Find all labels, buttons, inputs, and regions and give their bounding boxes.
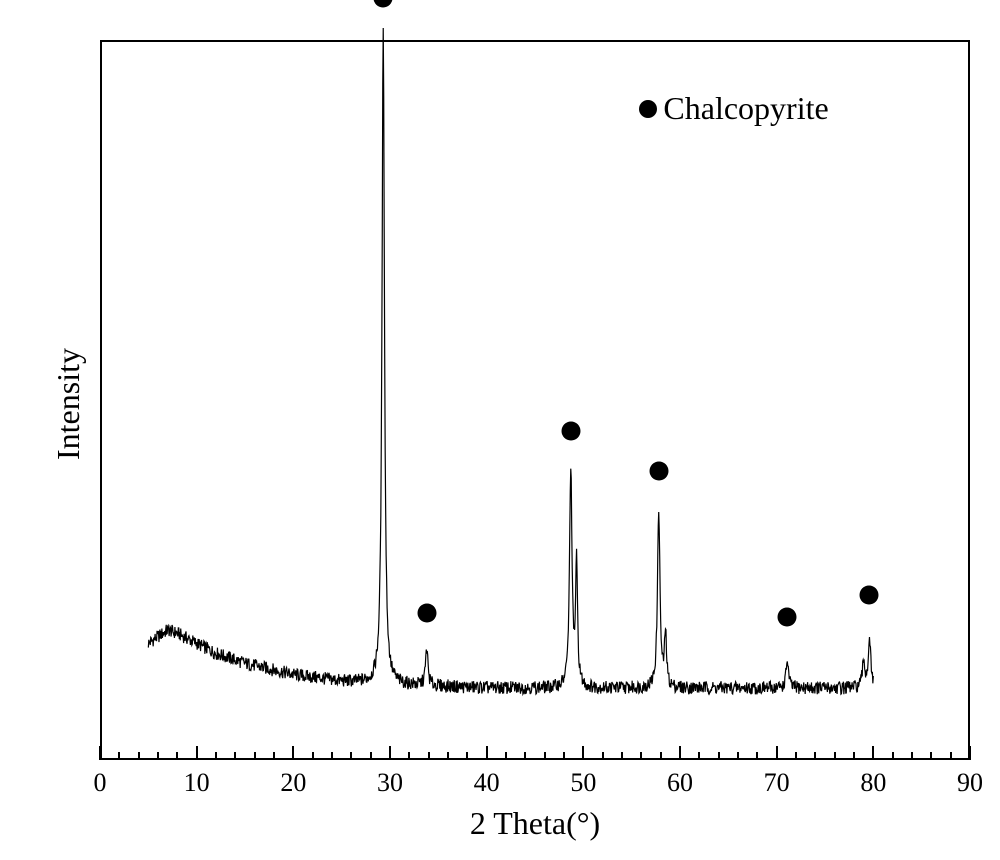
x-minor-tick	[640, 752, 642, 760]
peak-marker-circle-icon	[860, 585, 879, 604]
x-minor-tick	[408, 752, 410, 760]
y-axis-label: Intensity	[50, 348, 87, 460]
x-minor-tick	[853, 752, 855, 760]
x-minor-tick	[370, 752, 372, 760]
x-minor-tick	[892, 752, 894, 760]
x-minor-tick	[176, 752, 178, 760]
x-minor-tick	[756, 752, 758, 760]
x-minor-tick	[718, 752, 720, 760]
x-minor-tick	[447, 752, 449, 760]
x-minor-tick	[254, 752, 256, 760]
x-major-tick	[389, 746, 391, 760]
x-major-tick	[196, 746, 198, 760]
x-tick-label: 20	[280, 768, 306, 798]
x-major-tick	[776, 746, 778, 760]
x-major-tick	[582, 746, 584, 760]
x-minor-tick	[814, 752, 816, 760]
x-minor-tick	[930, 752, 932, 760]
x-minor-tick	[602, 752, 604, 760]
x-minor-tick	[331, 752, 333, 760]
x-minor-tick	[524, 752, 526, 760]
x-major-tick	[486, 746, 488, 760]
x-minor-tick	[428, 752, 430, 760]
x-minor-tick	[698, 752, 700, 760]
xrd-curve	[0, 0, 1000, 860]
x-minor-tick	[273, 752, 275, 760]
legend-text: Chalcopyrite	[663, 90, 828, 127]
x-tick-label: 30	[377, 768, 403, 798]
x-tick-label: 10	[184, 768, 210, 798]
x-tick-label: 80	[860, 768, 886, 798]
x-tick-label: 90	[957, 768, 983, 798]
x-minor-tick	[563, 752, 565, 760]
peak-marker-circle-icon	[561, 422, 580, 441]
peak-marker-circle-icon	[649, 462, 668, 481]
x-major-tick	[99, 746, 101, 760]
xrd-path	[148, 28, 873, 694]
x-minor-tick	[215, 752, 217, 760]
x-major-tick	[292, 746, 294, 760]
x-minor-tick	[911, 752, 913, 760]
chart-container: Chalcopyrite 0 10 20 30 40 50 60 70 80 90 2 Theta…	[0, 0, 1000, 860]
legend-marker-circle-icon	[639, 100, 657, 118]
x-minor-tick	[621, 752, 623, 760]
x-tick-label: 0	[94, 768, 107, 798]
x-minor-tick	[350, 752, 352, 760]
x-minor-tick	[234, 752, 236, 760]
x-minor-tick	[466, 752, 468, 760]
x-minor-tick	[950, 752, 952, 760]
peak-marker-circle-icon	[417, 603, 436, 622]
x-major-tick	[969, 746, 971, 760]
peak-marker-circle-icon	[778, 607, 797, 626]
x-major-tick	[679, 746, 681, 760]
x-minor-tick	[138, 752, 140, 760]
x-minor-tick	[544, 752, 546, 760]
x-tick-label: 50	[570, 768, 596, 798]
x-tick-label: 60	[667, 768, 693, 798]
x-major-tick	[872, 746, 874, 760]
legend: Chalcopyrite	[639, 90, 828, 127]
x-minor-tick	[118, 752, 120, 760]
x-minor-tick	[157, 752, 159, 760]
x-minor-tick	[795, 752, 797, 760]
x-minor-tick	[312, 752, 314, 760]
x-minor-tick	[505, 752, 507, 760]
x-minor-tick	[737, 752, 739, 760]
x-minor-tick	[834, 752, 836, 760]
x-tick-label: 40	[474, 768, 500, 798]
x-minor-tick	[660, 752, 662, 760]
x-axis-label: 2 Theta(°)	[455, 805, 615, 842]
x-tick-label: 70	[764, 768, 790, 798]
